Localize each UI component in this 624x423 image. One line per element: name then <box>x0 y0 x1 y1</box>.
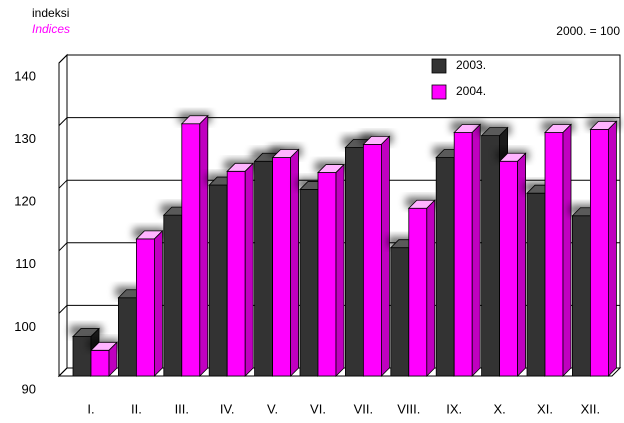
y-tick-label: 120 <box>14 194 36 209</box>
bar-front <box>90 349 110 377</box>
bar-front <box>435 157 455 377</box>
legend-label: 2003. <box>456 58 486 72</box>
bar-side <box>290 148 300 377</box>
bar-front <box>453 132 473 377</box>
bar-front <box>344 147 364 377</box>
bar <box>587 118 620 377</box>
y-tick-label: 140 <box>14 68 36 83</box>
bar-front <box>499 160 519 377</box>
grid-line <box>58 304 620 314</box>
bar-front <box>362 143 382 377</box>
y-tick-label: 110 <box>15 256 36 271</box>
bar <box>451 121 484 377</box>
bar-side <box>517 152 526 377</box>
x-tick-label: XII. <box>581 401 601 416</box>
x-tick-label: II. <box>131 401 142 416</box>
bar <box>496 150 529 377</box>
x-tick-label: I. <box>87 401 94 416</box>
x-tick-label: III. <box>175 401 189 416</box>
bar-front <box>544 132 564 377</box>
x-tick-label: VI. <box>310 401 326 416</box>
y-tick-label: 90 <box>22 381 36 396</box>
x-tick-label: VIII. <box>397 401 420 416</box>
bar <box>542 121 574 377</box>
bar <box>269 146 302 377</box>
bar-front <box>208 184 228 377</box>
bar-side <box>108 341 118 377</box>
bar-front <box>572 215 591 377</box>
bar-side <box>426 199 436 377</box>
grid-line <box>58 242 620 252</box>
bar-front <box>181 123 201 377</box>
grid-line <box>58 367 620 377</box>
bar-front <box>118 297 137 377</box>
bar <box>405 197 438 377</box>
bar <box>315 161 347 377</box>
bar <box>133 227 166 377</box>
bar-front <box>408 207 428 377</box>
grid-line <box>58 117 620 126</box>
bar-front <box>590 128 609 377</box>
bar-front <box>481 135 501 377</box>
y-tick-label: 100 <box>14 319 36 334</box>
bar-side <box>380 135 390 377</box>
bar-side <box>244 162 254 377</box>
bar-side <box>471 123 481 377</box>
x-tick-label: IV. <box>220 401 235 416</box>
x-tick-label: XI. <box>537 401 553 416</box>
bar-side <box>335 163 345 377</box>
y-tick-label: 130 <box>14 131 36 146</box>
bar-side <box>562 123 572 377</box>
bar-side <box>153 229 163 377</box>
bar-front <box>163 214 183 377</box>
bar <box>360 133 393 377</box>
bar-front <box>317 172 337 377</box>
grid-line <box>58 179 620 189</box>
chart-title: indeksi <box>32 6 69 20</box>
grid-line <box>58 54 620 64</box>
bar-front <box>135 238 155 377</box>
bar <box>88 339 120 377</box>
side-wall <box>58 53 68 378</box>
bar-side <box>608 120 617 377</box>
x-tick-label: IX. <box>446 401 462 416</box>
x-tick-label: V. <box>267 401 278 416</box>
bar <box>178 112 211 377</box>
bar-front <box>390 247 410 377</box>
bar <box>224 160 257 377</box>
legend-label: 2004. <box>456 84 486 98</box>
bar-front <box>299 189 319 377</box>
x-tick-label: X. <box>493 401 505 416</box>
bar-front <box>226 170 246 377</box>
chart-subtitle: Indices <box>32 22 70 36</box>
bar-front <box>272 157 292 377</box>
bar-front <box>254 160 274 377</box>
x-tick-label: VII. <box>354 401 374 416</box>
bar-side <box>199 114 209 377</box>
legend-swatch <box>431 84 447 100</box>
bar-front <box>526 192 546 377</box>
annotation: 2000. = 100 <box>556 24 620 38</box>
legend-swatch <box>431 58 447 74</box>
